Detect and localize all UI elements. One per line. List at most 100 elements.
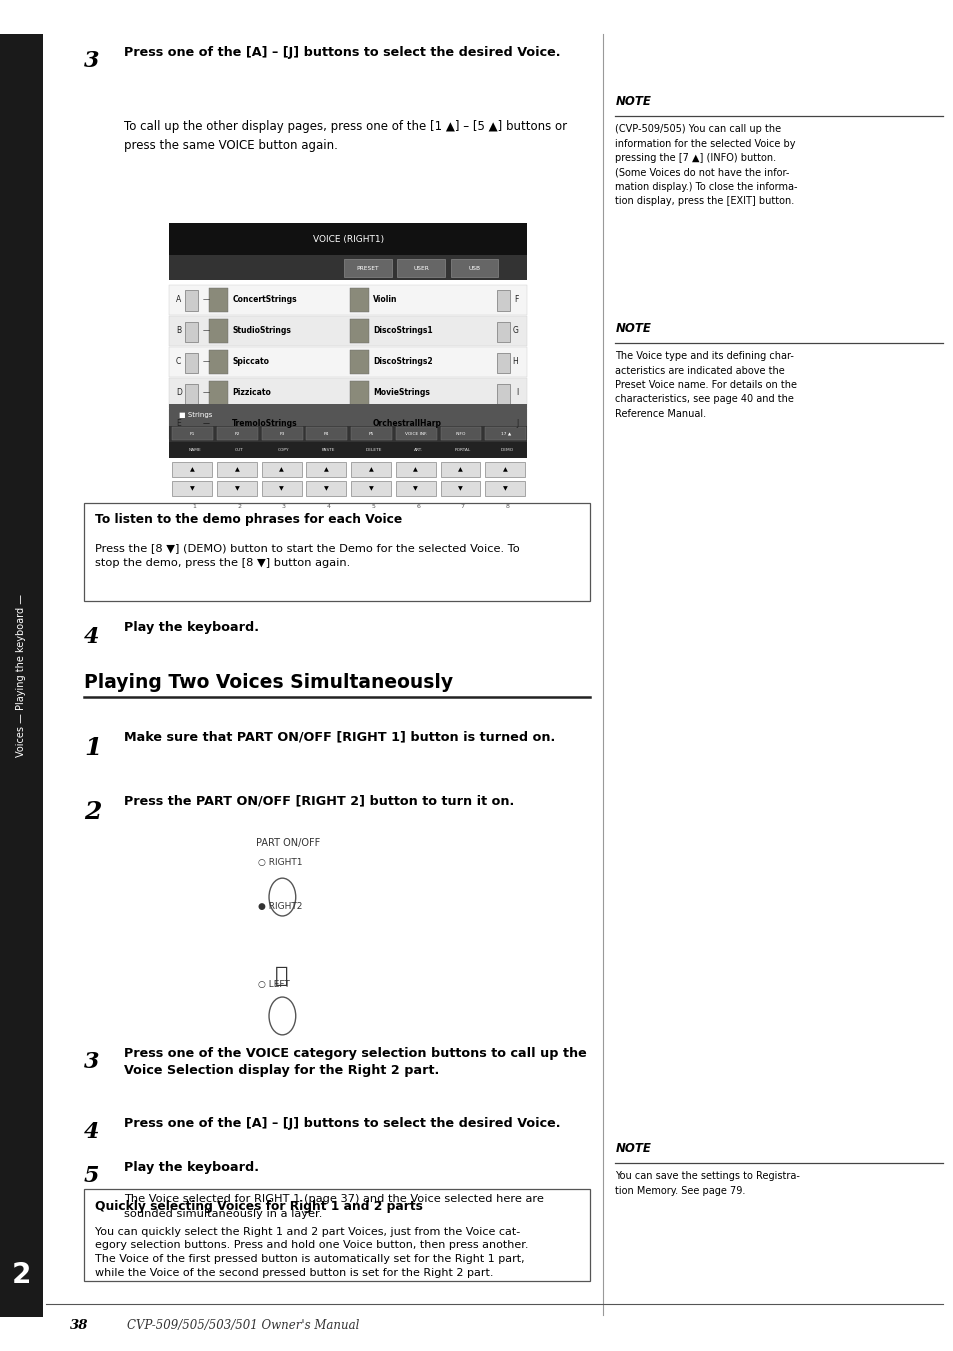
Text: ○ RIGHT1: ○ RIGHT1 <box>257 858 302 867</box>
Text: 4: 4 <box>84 1121 99 1143</box>
FancyBboxPatch shape <box>216 481 256 496</box>
Text: Voices — Playing the keyboard —: Voices — Playing the keyboard — <box>16 594 26 757</box>
Text: Press the [8 ▼] (DEMO) button to start the Demo for the selected Voice. To
stop : Press the [8 ▼] (DEMO) button to start t… <box>95 543 519 567</box>
Text: ▼: ▼ <box>279 486 284 492</box>
Text: StudioStrings: StudioStrings <box>233 326 291 335</box>
FancyBboxPatch shape <box>261 427 302 440</box>
Text: P4: P4 <box>324 432 329 435</box>
Text: 2: 2 <box>237 504 241 509</box>
FancyBboxPatch shape <box>185 290 198 311</box>
Text: NAME: NAME <box>188 449 201 451</box>
FancyBboxPatch shape <box>170 316 526 346</box>
Text: PRESET: PRESET <box>356 266 378 270</box>
FancyBboxPatch shape <box>170 409 526 439</box>
Text: 2: 2 <box>11 1260 30 1289</box>
Text: PORTAL: PORTAL <box>455 449 471 451</box>
Text: ▲: ▲ <box>190 467 194 473</box>
Text: ▼: ▼ <box>324 486 329 492</box>
Text: The Voice selected for RIGHT 1 (page 37) and the Voice selected here are
sounded: The Voice selected for RIGHT 1 (page 37)… <box>124 1194 543 1219</box>
Text: Play the keyboard.: Play the keyboard. <box>124 1161 259 1174</box>
Text: VOICE INF.: VOICE INF. <box>405 432 427 435</box>
Text: You can quickly select the Right 1 and 2 part Voices, just from the Voice cat-
e: You can quickly select the Right 1 and 2… <box>95 1227 528 1278</box>
Text: To listen to the demo phrases for each Voice: To listen to the demo phrases for each V… <box>95 513 402 527</box>
Text: 4: 4 <box>326 504 331 509</box>
Text: Violin: Violin <box>373 295 397 304</box>
FancyBboxPatch shape <box>485 481 524 496</box>
Text: DiscoStrings1: DiscoStrings1 <box>373 326 432 335</box>
Text: —: — <box>202 389 210 396</box>
FancyBboxPatch shape <box>351 427 392 440</box>
FancyBboxPatch shape <box>84 503 589 601</box>
Text: TremoloStrings: TremoloStrings <box>233 419 297 428</box>
Text: 1: 1 <box>84 736 101 761</box>
Text: ■ Strings: ■ Strings <box>178 412 212 417</box>
FancyBboxPatch shape <box>209 319 229 343</box>
Text: J: J <box>516 419 518 428</box>
Text: 3: 3 <box>84 1051 99 1073</box>
Text: ▲: ▲ <box>368 467 373 473</box>
FancyBboxPatch shape <box>170 255 526 280</box>
Text: ▼: ▼ <box>190 486 194 492</box>
FancyBboxPatch shape <box>172 462 212 477</box>
Text: Play the keyboard.: Play the keyboard. <box>124 621 259 635</box>
Text: 8: 8 <box>505 504 509 509</box>
Text: Pizzicato: Pizzicato <box>233 388 271 397</box>
Text: Press one of the [A] – [J] buttons to select the desired Voice.: Press one of the [A] – [J] buttons to se… <box>124 46 560 59</box>
Text: OrchestrallHarp: OrchestrallHarp <box>373 419 441 428</box>
Text: Quickly selecting Voices for Right 1 and 2 parts: Quickly selecting Voices for Right 1 and… <box>95 1200 423 1213</box>
Text: 17 ▲: 17 ▲ <box>500 432 510 435</box>
Text: DEMO: DEMO <box>500 449 514 451</box>
Text: B: B <box>175 326 181 335</box>
FancyBboxPatch shape <box>172 427 213 440</box>
Text: USB: USB <box>468 266 480 270</box>
Text: ▼: ▼ <box>457 486 462 492</box>
Text: ○ LEFT: ○ LEFT <box>257 979 289 989</box>
FancyBboxPatch shape <box>496 290 509 311</box>
FancyBboxPatch shape <box>209 412 229 436</box>
Text: USER: USER <box>413 266 429 270</box>
Text: P3: P3 <box>279 432 285 435</box>
Text: CUT: CUT <box>234 449 243 451</box>
Text: D: D <box>175 388 182 397</box>
Text: PASTE: PASTE <box>321 449 335 451</box>
Text: Press one of the [A] – [J] buttons to select the desired Voice.: Press one of the [A] – [J] buttons to se… <box>124 1117 560 1131</box>
FancyBboxPatch shape <box>496 322 509 342</box>
Text: P2: P2 <box>234 432 240 435</box>
Text: NOTE: NOTE <box>615 1142 651 1155</box>
Text: PART ON/OFF: PART ON/OFF <box>255 839 319 848</box>
Text: ▲: ▲ <box>502 467 507 473</box>
FancyBboxPatch shape <box>440 481 480 496</box>
Text: CVP-509/505/503/501 Owner's Manual: CVP-509/505/503/501 Owner's Manual <box>127 1319 359 1332</box>
FancyBboxPatch shape <box>350 381 369 405</box>
FancyBboxPatch shape <box>496 353 509 373</box>
Text: ▼: ▼ <box>502 486 507 492</box>
Text: ART.: ART. <box>414 449 422 451</box>
FancyBboxPatch shape <box>485 427 526 440</box>
FancyBboxPatch shape <box>216 427 257 440</box>
Circle shape <box>269 878 295 916</box>
FancyBboxPatch shape <box>395 462 436 477</box>
Text: (CVP-509/505) You can call up the
information for the selected Voice by
pressing: (CVP-509/505) You can call up the inform… <box>615 124 797 207</box>
FancyBboxPatch shape <box>170 442 526 458</box>
FancyBboxPatch shape <box>170 404 526 426</box>
FancyBboxPatch shape <box>185 384 198 404</box>
Text: 7: 7 <box>460 504 464 509</box>
Text: DiscoStrings2: DiscoStrings2 <box>373 357 432 366</box>
FancyBboxPatch shape <box>440 462 480 477</box>
Text: E: E <box>175 419 180 428</box>
FancyBboxPatch shape <box>350 288 369 312</box>
FancyBboxPatch shape <box>350 412 369 436</box>
FancyBboxPatch shape <box>185 415 198 435</box>
FancyBboxPatch shape <box>351 481 391 496</box>
FancyBboxPatch shape <box>440 427 481 440</box>
Text: 1: 1 <box>193 504 196 509</box>
Text: 5: 5 <box>371 504 375 509</box>
Text: INFO: INFO <box>456 432 466 435</box>
Text: ▼: ▼ <box>234 486 239 492</box>
Text: ▲: ▲ <box>457 467 462 473</box>
FancyBboxPatch shape <box>496 384 509 404</box>
FancyBboxPatch shape <box>396 259 444 277</box>
Text: The Voice type and its defining char-
acteristics are indicated above the
Preset: The Voice type and its defining char- ac… <box>615 351 797 419</box>
Text: 4: 4 <box>84 626 99 647</box>
Text: DELETE: DELETE <box>365 449 381 451</box>
